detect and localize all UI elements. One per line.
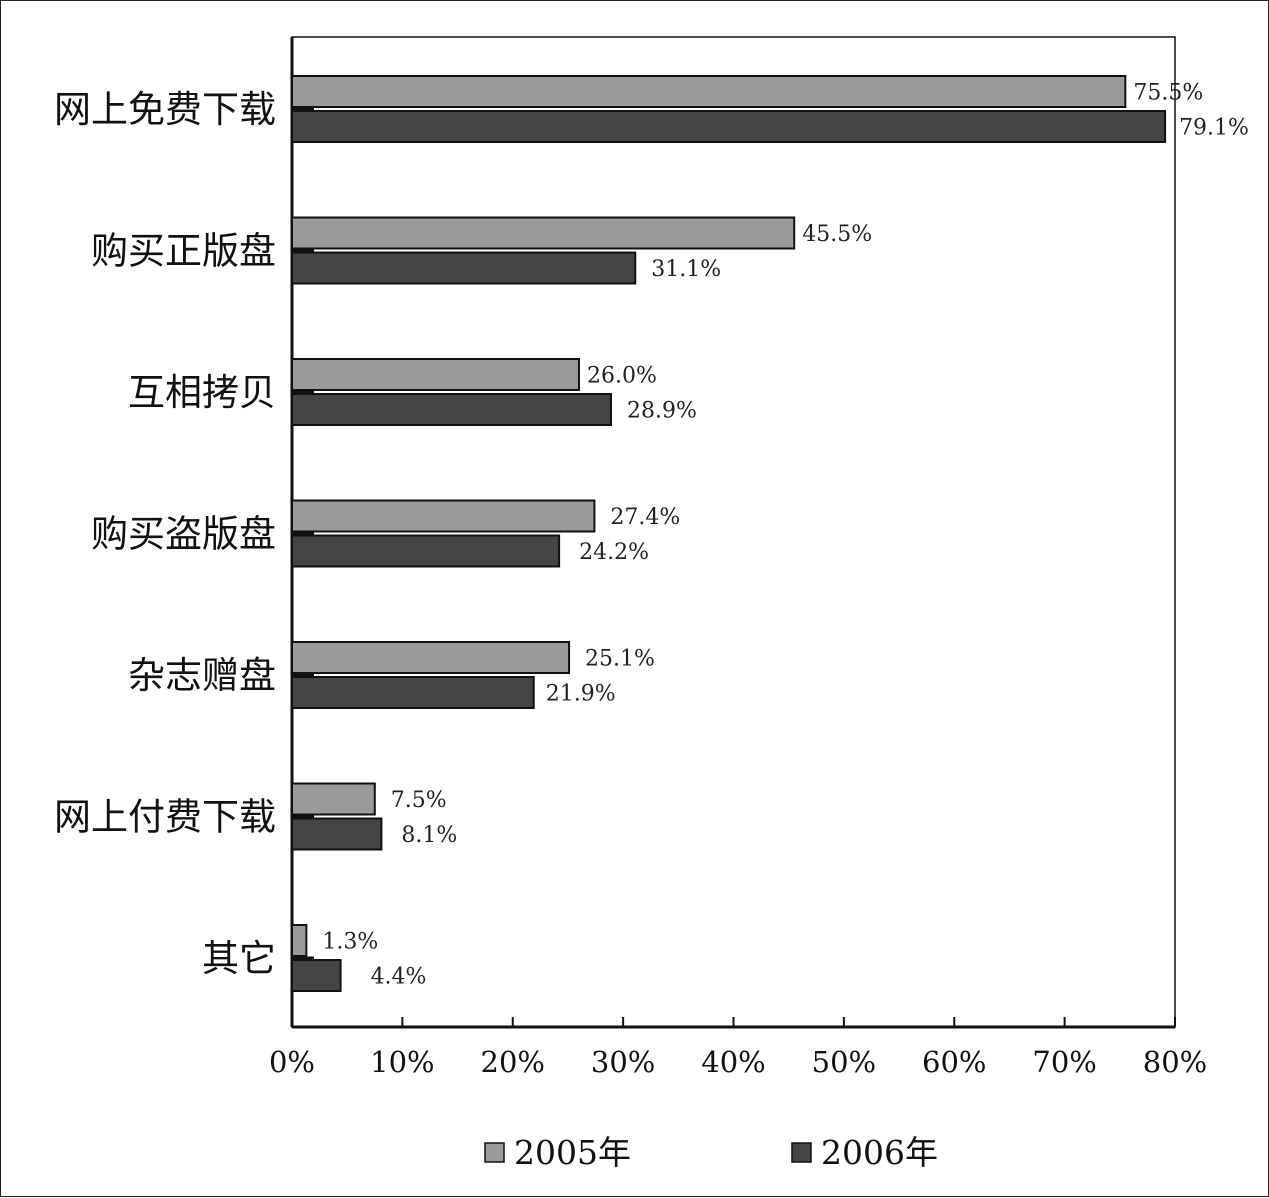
legend-label-2005: 2005年 [514,1133,631,1172]
legend-swatch-2006 [791,1142,812,1163]
data-label-2006: 4.4% [371,965,427,990]
x-tick-label: 30% [591,1045,655,1079]
bar-2006 [291,251,637,285]
data-label-2006: 79.1% [1179,116,1249,141]
bar-2005 [291,499,596,533]
bar-2005 [291,782,376,816]
x-tick-label: 10% [370,1045,434,1079]
data-label-2006: 8.1% [401,823,457,848]
data-label-2005: 27.4% [610,505,680,530]
category-label: 杂志赠盘 [128,654,276,697]
bar-2005 [291,216,796,250]
x-tick-label: 20% [481,1045,545,1079]
data-label-2006: 31.1% [651,257,721,282]
category-label: 网上免费下载 [54,88,276,131]
x-tick-label: 60% [922,1045,986,1079]
x-tick-label: 40% [701,1045,765,1079]
data-label-2005: 1.3% [322,930,378,955]
bar-2005 [291,641,571,674]
data-label-2006: 21.9% [546,682,616,707]
data-label-2005: 26.0% [587,364,657,389]
data-label-2005: 25.1% [585,647,655,672]
bar-2006 [291,959,342,992]
data-label-2006: 24.2% [579,540,649,565]
bar-2006 [291,393,612,426]
category-label: 网上付费下载 [54,796,276,839]
bar-2005 [291,358,580,391]
x-tick-label: 0% [269,1045,315,1079]
bar-2005 [291,75,1127,108]
data-label-2005: 7.5% [391,788,447,813]
bar-2006 [291,110,1167,143]
x-tick-label: 50% [812,1045,876,1079]
category-label: 购买盗版盘 [91,513,276,556]
category-label: 购买正版盘 [91,230,276,273]
data-label-2005: 45.5% [802,222,872,247]
data-label-2005: 75.5% [1133,81,1203,106]
category-label: 其它 [202,937,276,980]
data-label-2006: 28.9% [627,399,697,424]
category-label: 互相拷贝 [128,371,276,414]
legend-label-2006: 2006年 [821,1133,938,1172]
bar-2005 [291,924,308,957]
bar-2006 [291,534,561,568]
x-tick-label: 70% [1032,1045,1096,1079]
x-tick-label: 80% [1143,1045,1207,1079]
bar-2006 [291,676,535,709]
legend-swatch-2005 [484,1142,505,1163]
bar-2006 [291,817,383,851]
